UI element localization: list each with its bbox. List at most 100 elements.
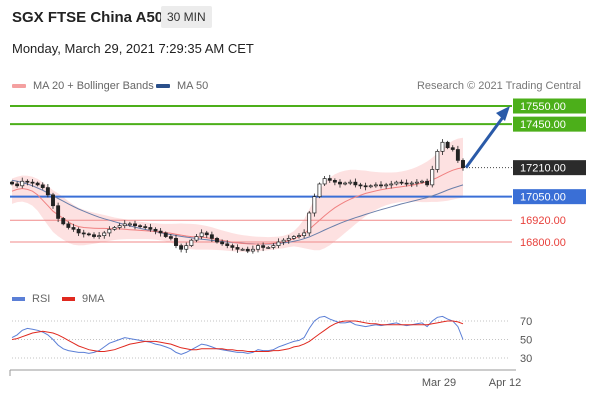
candle-body	[368, 185, 373, 188]
candle-body	[179, 245, 184, 250]
forecast-arrow-head	[496, 106, 510, 121]
candle-body	[281, 239, 286, 243]
candle-62	[327, 174, 332, 183]
candle-46	[245, 246, 250, 254]
candle-body	[461, 160, 465, 169]
rsi-9ma-line	[11, 320, 464, 352]
candle-74	[389, 180, 394, 189]
candle-body	[215, 238, 219, 243]
candle-body	[455, 149, 460, 161]
candle-body	[86, 233, 91, 236]
candle-31	[168, 234, 173, 241]
candle-body	[348, 181, 353, 184]
candle-body	[45, 187, 50, 196]
candle-body	[71, 227, 76, 230]
level-value: 17050.00	[520, 192, 566, 204]
candle-body	[30, 181, 35, 184]
candle-5	[35, 181, 40, 187]
candle-body	[307, 212, 312, 234]
candle-body	[199, 232, 204, 237]
candle-body	[256, 245, 260, 250]
candle-27	[148, 223, 153, 232]
rsi-line	[11, 315, 464, 355]
candle-body	[302, 232, 307, 237]
candle-40	[215, 236, 219, 244]
candle-41	[220, 239, 225, 246]
timeframe-badge[interactable]: 30 MIN	[161, 6, 212, 28]
level-label-support-4: 16920.00	[520, 215, 566, 227]
candle-body	[143, 226, 148, 228]
candle-body	[158, 230, 163, 234]
level-label-pivot-3: 17050.00	[513, 189, 586, 205]
candle-body	[107, 228, 112, 234]
candle-55	[291, 235, 296, 240]
candle-54	[286, 235, 291, 244]
candle-body	[389, 183, 394, 186]
candle-body	[425, 180, 430, 186]
candle-83	[435, 149, 440, 173]
ma20-line	[11, 167, 464, 245]
candle-50	[266, 245, 271, 249]
candle-26	[143, 224, 148, 230]
legend-ma50-label: MA 50	[177, 80, 209, 92]
candle-66	[348, 179, 353, 186]
candle-24	[133, 220, 137, 230]
timestamp: Monday, March 29, 2021 7:29:35 AM CET	[12, 41, 254, 56]
candle-body	[138, 225, 143, 228]
level-value: 17550.00	[520, 101, 566, 113]
candle-20	[112, 226, 117, 231]
candle-body	[435, 150, 440, 170]
forecast-arrow-shaft	[464, 112, 508, 169]
candle-18	[102, 230, 107, 239]
candle-7	[45, 183, 50, 198]
candle-60	[317, 182, 322, 199]
candle-body	[225, 243, 230, 246]
candle-13	[76, 227, 81, 237]
rsi-swatch	[12, 297, 25, 301]
candle-51	[271, 243, 276, 250]
candle-body	[61, 218, 66, 225]
candle-58	[307, 210, 312, 237]
candle-14	[81, 229, 86, 238]
candle-body	[194, 236, 199, 241]
candle-16	[92, 232, 96, 239]
candle-23	[127, 221, 132, 227]
candle-36	[194, 234, 199, 243]
candle-body	[343, 182, 348, 185]
level-label-support-5: 16800.00	[520, 237, 566, 249]
candle-body	[261, 245, 266, 248]
candle-body	[163, 232, 168, 237]
candle-body	[122, 223, 127, 227]
rsi-tick-70: 70	[520, 316, 532, 328]
candle-body	[97, 235, 102, 238]
candle-0	[10, 180, 14, 186]
candle-body	[25, 180, 30, 183]
candle-17	[97, 232, 102, 240]
candle-67	[353, 178, 358, 188]
candle-body	[276, 241, 281, 246]
candle-30	[163, 231, 168, 239]
legend-9ma: 9MA	[62, 293, 105, 305]
label-box	[513, 160, 586, 176]
candle-body	[409, 182, 414, 185]
candle-64	[338, 179, 342, 188]
candle-56	[297, 233, 301, 239]
candle-76	[399, 179, 404, 186]
candle-44	[235, 244, 240, 253]
label-box	[513, 116, 586, 132]
level-value: 17210.00	[520, 163, 566, 175]
candle-body	[445, 141, 450, 149]
rsi-panel: 70 50 30	[11, 315, 532, 365]
candle-65	[343, 181, 348, 186]
candle-body	[56, 205, 61, 219]
candle-body	[384, 184, 389, 187]
candle-body	[399, 181, 404, 184]
candle-body	[76, 228, 81, 234]
candle-38	[204, 230, 209, 238]
candle-35	[189, 238, 194, 248]
candle-3	[25, 179, 30, 186]
candle-body	[373, 184, 378, 187]
candle-4	[30, 179, 35, 187]
candle-body	[20, 180, 25, 187]
